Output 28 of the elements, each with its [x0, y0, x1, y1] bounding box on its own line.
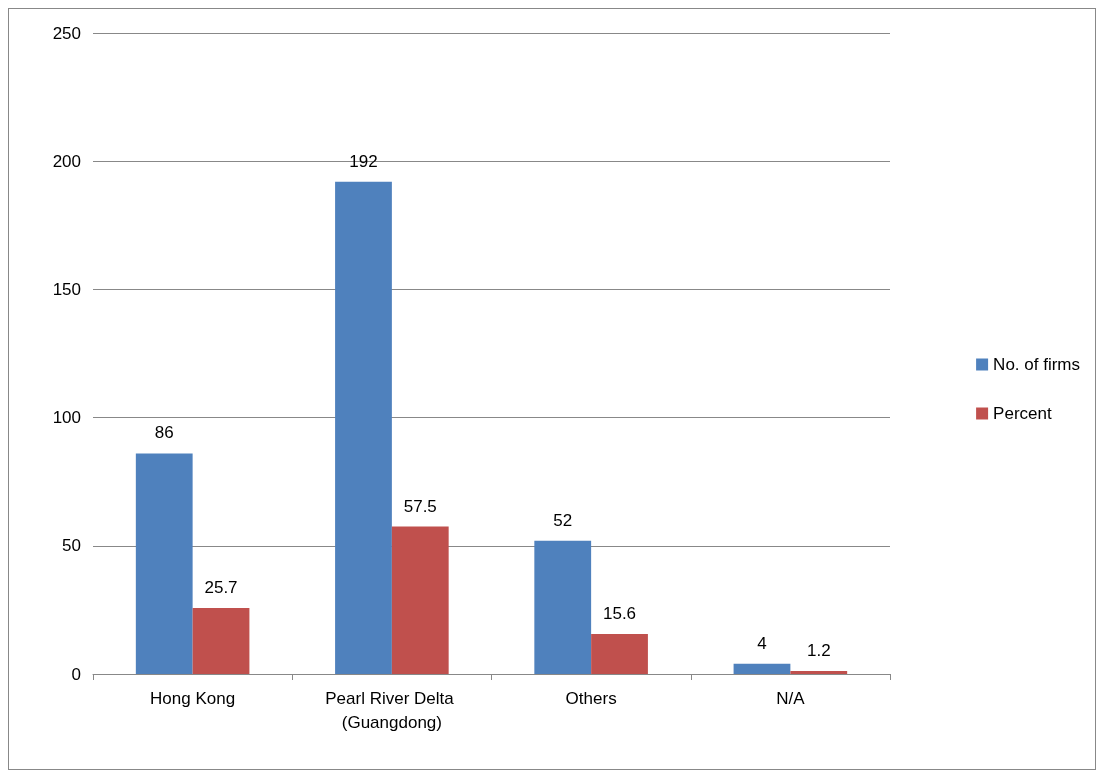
legend-label: No. of firms — [993, 355, 1081, 374]
data-label: 4 — [757, 633, 767, 653]
bar — [335, 181, 392, 674]
data-label: 86 — [154, 423, 174, 443]
y-tick-label: 100 — [52, 408, 81, 428]
bar — [591, 634, 648, 674]
data-label: 192 — [349, 151, 378, 171]
bar — [790, 670, 848, 674]
bar — [534, 540, 592, 674]
y-tick-label: 200 — [52, 151, 81, 171]
y-tick-label: 150 — [52, 279, 81, 299]
x-tick-label: Pearl River Delta (Guangdong) — [325, 688, 459, 732]
data-label: 15.6 — [602, 604, 637, 623]
x-tick-label: Others — [565, 688, 617, 708]
data-label: 1.2 — [806, 640, 831, 660]
data-label: 57.5 — [403, 496, 437, 516]
data-label: 25.7 — [204, 578, 238, 598]
x-tick-label: Hong Kong — [150, 688, 236, 708]
data-label: 52 — [553, 510, 573, 530]
y-tick-label: 0 — [71, 664, 81, 684]
bar — [733, 663, 791, 674]
bar — [192, 608, 250, 674]
bar — [391, 526, 449, 674]
y-tick-label: 50 — [62, 536, 81, 556]
legend-label: Percent — [993, 404, 1052, 423]
x-tick-label: N/A — [776, 688, 806, 708]
bar — [135, 453, 193, 674]
y-tick-label: 250 — [52, 23, 81, 43]
